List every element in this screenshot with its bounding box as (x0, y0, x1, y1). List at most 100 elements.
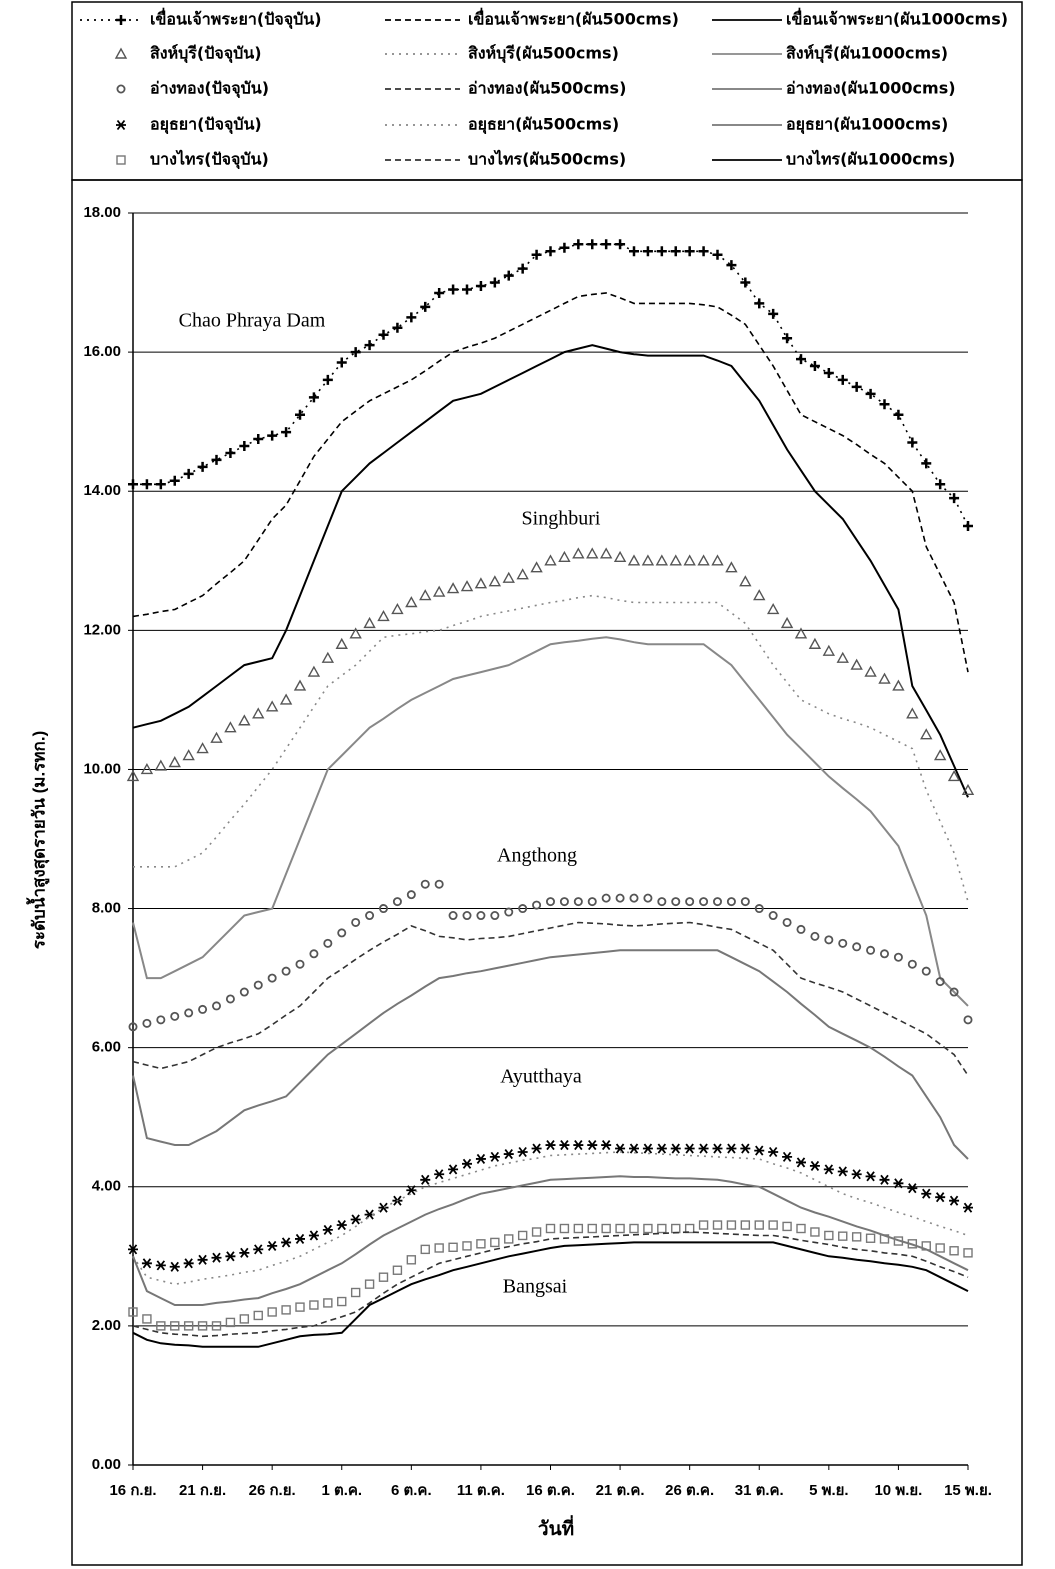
data-point (587, 897, 597, 907)
data-point (879, 1174, 890, 1185)
data-point (198, 1004, 208, 1014)
series-line (133, 243, 969, 527)
legend-label: สิงห์บุรี(ปัจจุบัน) (150, 44, 262, 64)
series-line (132, 1151, 969, 1286)
data-point (448, 1164, 459, 1175)
data-point (685, 897, 695, 907)
data-point (601, 239, 612, 250)
data-point (364, 340, 375, 351)
legend-label: อยุธยา(ผัน500cms) (468, 115, 619, 135)
data-point (726, 260, 737, 271)
data-point (196, 742, 209, 754)
data-point (587, 1223, 597, 1234)
legend-label: เขื่อนเจ้าพระยา(ผัน500cms) (468, 8, 679, 29)
data-point (406, 312, 417, 323)
data-point (224, 721, 237, 733)
y-tick-label: 12.00 (83, 621, 121, 638)
station-label: Bangsai (503, 1276, 568, 1298)
data-point (629, 893, 639, 903)
data-point (295, 1233, 305, 1244)
data-point (865, 1171, 876, 1182)
data-point (824, 935, 834, 945)
data-point (168, 756, 181, 768)
data-point (669, 554, 682, 566)
data-point (295, 409, 305, 420)
data-point (253, 980, 263, 990)
legend-label: บางไทร(ผัน500cms) (468, 150, 626, 169)
data-point (309, 949, 319, 959)
y-tick-label: 14.00 (83, 482, 121, 499)
data-point (420, 1174, 431, 1185)
data-point (337, 1296, 347, 1307)
legend-label: สิงห์บุรี(ผัน1000cms) (786, 44, 948, 64)
data-point (462, 284, 472, 295)
data-point (935, 479, 946, 490)
data-point (754, 1220, 764, 1230)
data-point (822, 644, 836, 656)
data-point (587, 239, 598, 250)
data-point (780, 616, 794, 629)
data-point (517, 1146, 528, 1158)
data-point (921, 1188, 932, 1199)
data-point (963, 521, 973, 531)
data-point (879, 1234, 890, 1244)
data-point (947, 769, 961, 782)
data-point (364, 1279, 375, 1289)
x-tick-label: 6 ต.ค. (391, 1482, 432, 1499)
data-point (350, 1287, 361, 1298)
data-point (350, 1214, 361, 1225)
data-point (531, 1227, 542, 1237)
data-point (851, 1232, 862, 1242)
legend-item: อ่างทอง(ผัน500cms) (385, 79, 626, 98)
data-point (559, 1223, 570, 1234)
data-point (810, 1227, 820, 1237)
data-point (615, 1143, 626, 1154)
legend-marker (116, 119, 126, 131)
data-point (267, 973, 277, 983)
station-label: Chao Phraya Dam (179, 310, 326, 332)
x-tick-label: 5 พ.ย. (809, 1482, 849, 1499)
data-point (432, 585, 446, 597)
data-point (629, 246, 639, 257)
y-tick-label: 6.00 (92, 1039, 121, 1056)
data-point (615, 239, 626, 250)
data-point (657, 1223, 667, 1234)
data-point (211, 1001, 221, 1011)
data-point (225, 447, 236, 458)
data-point (824, 1230, 834, 1241)
data-point (809, 361, 820, 372)
data-point (698, 1220, 709, 1230)
data-point (308, 392, 319, 403)
data-point (768, 1146, 779, 1158)
data-point (462, 911, 472, 921)
legend-label: เขื่อนเจ้าพระยา(ปัจจุบัน) (150, 8, 322, 30)
y-tick-label: 0.00 (92, 1456, 121, 1473)
data-point (893, 409, 904, 420)
data-point (823, 1164, 834, 1175)
data-point (267, 1307, 277, 1317)
x-tick-label: 16 ก.ย. (109, 1482, 156, 1499)
y-tick-label: 16.00 (83, 343, 121, 360)
data-point (740, 1143, 751, 1154)
legend-marker (114, 47, 128, 59)
data-point (655, 554, 669, 566)
data-point (142, 1018, 152, 1028)
data-point (281, 1237, 292, 1248)
data-point (699, 897, 709, 907)
legend-label: บางไทร(ปัจจุบัน) (150, 150, 269, 170)
data-point (170, 1011, 180, 1021)
data-point (823, 367, 834, 378)
data-point (253, 1310, 263, 1321)
x-tick-label: 21 ก.ย. (179, 1482, 226, 1499)
data-point (601, 893, 611, 903)
data-point (629, 1223, 639, 1234)
data-point (933, 749, 947, 761)
data-point (712, 1220, 723, 1230)
x-tick-label: 21 ต.ค. (596, 1482, 645, 1499)
data-point (670, 1143, 681, 1154)
data-point (460, 580, 474, 592)
data-point (837, 374, 848, 385)
legend-label: เขื่อนเจ้าพระยา(ผัน1000cms) (786, 8, 1008, 29)
legend-item: สิงห์บุรี(ปัจจุบัน) (114, 44, 262, 64)
